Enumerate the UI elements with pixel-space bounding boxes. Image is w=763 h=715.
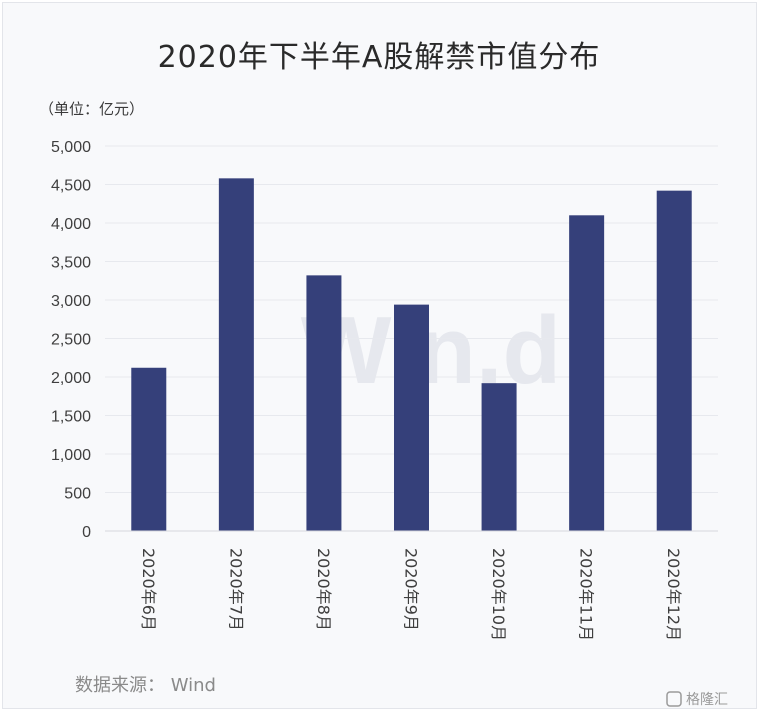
- chart-title: 2020年下半年A股解禁市值分布: [158, 40, 601, 75]
- bar: [218, 178, 254, 531]
- x-tick-label: 2020年6月: [139, 548, 158, 631]
- bar: [481, 383, 517, 531]
- x-tick-label: 2020年7月: [226, 548, 245, 631]
- bars: [131, 178, 692, 532]
- y-axis-ticks: 0 500 1,000 1,500 2,000 2,500 3,000 3,500 4,000 4…: [51, 139, 91, 541]
- logo-icon: [666, 691, 682, 707]
- x-tick-label: 2020年12月: [664, 548, 683, 641]
- y-tick-label: 500: [64, 486, 91, 503]
- y-tick-label: 1,000: [51, 447, 91, 464]
- logo-text: 格隆汇: [686, 692, 728, 708]
- y-tick-label: 3,000: [51, 293, 91, 310]
- y-tick-label: 3,500: [51, 255, 91, 272]
- source-note: 数据来源： Wind: [75, 675, 216, 696]
- y-tick-label: 4,500: [51, 178, 91, 195]
- y-tick-label: 0: [82, 524, 91, 541]
- logo: 格隆汇: [666, 691, 728, 708]
- bar: [131, 367, 167, 531]
- y-tick-label: 5,000: [51, 139, 91, 156]
- y-tick-label: 4,000: [51, 216, 91, 233]
- bar: [656, 190, 692, 531]
- x-axis-ticks: 2020年6月 2020年7月 2020年8月 2020年9月 2020年10月 2020…: [139, 548, 683, 641]
- bar: [394, 304, 429, 531]
- x-tick-label: 2020年8月: [314, 548, 333, 631]
- chart-card: Win.d 2020年下半年A股解禁市值分布 （单位：亿元） 0 500 1,000…: [2, 2, 757, 709]
- watermark: Win.d: [301, 297, 561, 404]
- unit-label: （单位：亿元）: [39, 100, 144, 118]
- x-tick-label: 2020年9月: [402, 548, 421, 631]
- bar: [306, 275, 342, 531]
- bar-chart: Win.d 2020年下半年A股解禁市值分布 （单位：亿元） 0 500 1,000…: [39, 40, 728, 708]
- y-tick-label: 1,500: [51, 409, 91, 426]
- bar: [569, 215, 605, 532]
- y-tick-label: 2,500: [51, 332, 91, 349]
- y-tick-label: 2,000: [51, 370, 91, 387]
- x-tick-label: 2020年11月: [577, 548, 596, 641]
- x-tick-label: 2020年10月: [489, 548, 508, 641]
